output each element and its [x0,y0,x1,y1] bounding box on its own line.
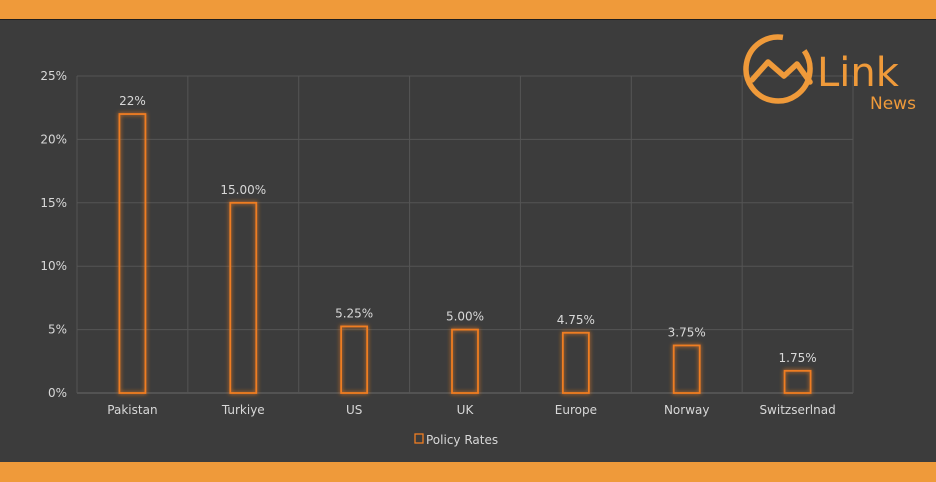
y-tick-label: 10% [40,259,67,273]
x-axis-categories: Pakistan Turkiye US UK Europe Norway Switzserl… [107,403,835,417]
legend-swatch [414,433,424,444]
data-label: 5.25% [335,306,373,320]
top-accent-band [0,0,936,19]
data-label: 1.75% [779,351,817,365]
logo-circle-icon [743,34,813,104]
category-label: UK [457,403,475,417]
category-label: Pakistan [107,403,157,417]
bar [672,344,701,394]
category-label: Turkiye [221,403,265,417]
y-tick-label: 0% [48,386,67,400]
frame-edge [0,19,936,20]
data-label: 5.00% [446,310,484,324]
category-label: Switzserlnad [759,403,835,417]
bar [451,328,479,394]
data-label: 4.75% [557,313,595,327]
brand-name: Link [817,50,900,96]
brand-logo: Link News [743,34,916,114]
bars [118,113,812,394]
bar [340,325,369,394]
category-label: US [346,403,362,417]
data-label: 15.00% [220,183,266,197]
category-label: Europe [555,403,597,417]
y-axis-ticks: 0% 5% 10% 15% 20% 25% [40,69,67,400]
y-tick-label: 15% [40,196,67,210]
legend: Policy Rates [414,433,498,447]
bar [783,369,812,394]
category-label: Norway [664,403,710,417]
bar [561,331,590,394]
y-tick-label: 20% [40,132,67,146]
data-label: 22% [119,94,146,108]
legend-label: Policy Rates [426,433,498,447]
y-tick-label: 25% [40,69,67,83]
gridlines [76,75,854,394]
brand-subtitle: News [870,94,916,114]
logo-trend-icon [749,59,813,85]
bar [229,201,258,394]
bar [118,113,147,394]
y-tick-label: 5% [48,323,67,337]
data-labels: 22% 15.00% 5.25% 5.00% 4.75% 3.75% 1.75% [119,94,817,365]
bottom-accent-band [0,462,936,482]
data-label: 3.75% [668,325,706,339]
